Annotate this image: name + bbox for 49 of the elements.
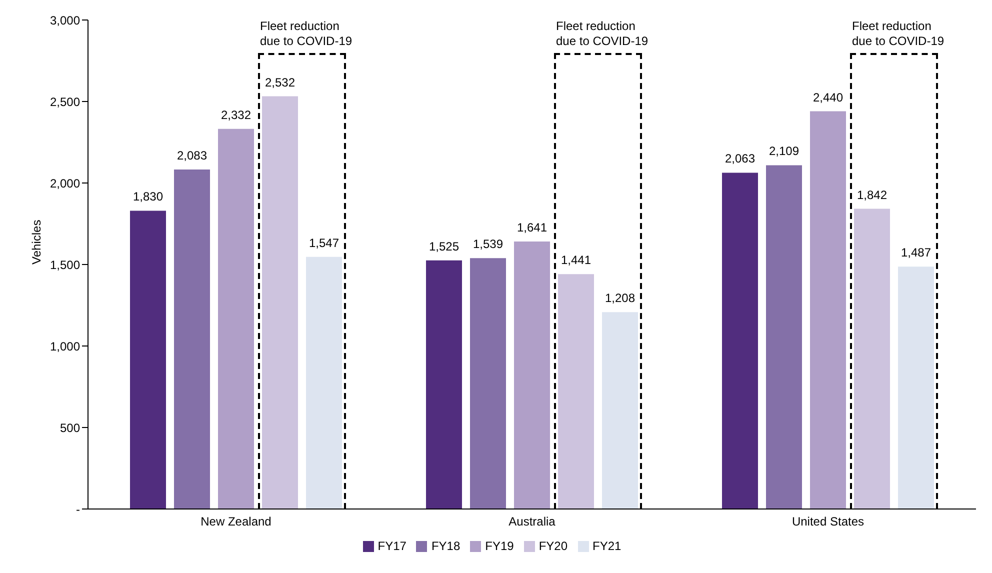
data-label: 1,830 <box>132 190 164 204</box>
data-label: 2,532 <box>264 75 296 90</box>
bar <box>558 274 594 509</box>
x-tick-label: United States <box>792 514 864 529</box>
y-tick-label: 2,500 <box>50 94 80 109</box>
bar <box>262 96 298 509</box>
bar <box>174 169 210 509</box>
data-label: 1,208 <box>604 291 636 306</box>
bar <box>898 266 934 509</box>
data-label: 2,332 <box>220 108 252 122</box>
legend-label: FY17 <box>378 539 406 553</box>
bar <box>470 258 506 509</box>
y-tick-label: 1,000 <box>50 339 80 354</box>
bar <box>514 242 550 509</box>
data-label: 2,440 <box>812 90 844 104</box>
bar <box>130 210 166 509</box>
bar <box>854 208 890 509</box>
bar <box>722 172 758 509</box>
data-label: 1,641 <box>516 220 548 235</box>
data-label: 2,063 <box>724 152 756 166</box>
data-label: 1,525 <box>428 239 460 254</box>
bar <box>306 256 342 509</box>
annotation: Fleet reduction due to COVID-19 <box>556 18 648 49</box>
y-tick-label: 3,000 <box>50 13 80 28</box>
x-tick-label: Australia <box>508 514 556 529</box>
data-label: 1,842 <box>856 188 888 202</box>
bar <box>766 165 802 509</box>
data-label: 1,441 <box>560 253 592 268</box>
bar <box>426 260 462 509</box>
y-tick-label: 1,500 <box>50 258 80 272</box>
legend-label: FY21 <box>592 539 622 553</box>
annotation: Fleet reduction due to COVID-19 <box>852 18 944 49</box>
data-label: 1,487 <box>900 246 932 260</box>
legend-label: FY20 <box>538 539 568 553</box>
annotation: Fleet reduction due to COVID-19 <box>260 18 352 49</box>
legend-label: FY18 <box>431 539 460 553</box>
y-tick-label: 2,000 <box>50 176 80 190</box>
legend-label: FY19 <box>485 539 514 553</box>
y-axis-title: Vehicles <box>29 220 44 264</box>
x-tick-label: New Zealand <box>200 514 272 529</box>
bar <box>218 128 254 509</box>
y-tick-label: - <box>76 502 80 516</box>
data-label: 2,083 <box>176 148 208 162</box>
y-tick-label: 500 <box>60 420 80 435</box>
data-label: 1,539 <box>472 237 504 252</box>
bar <box>810 111 846 509</box>
data-label: 1,547 <box>308 236 340 250</box>
bar <box>602 312 638 509</box>
data-label: 2,109 <box>768 144 800 158</box>
